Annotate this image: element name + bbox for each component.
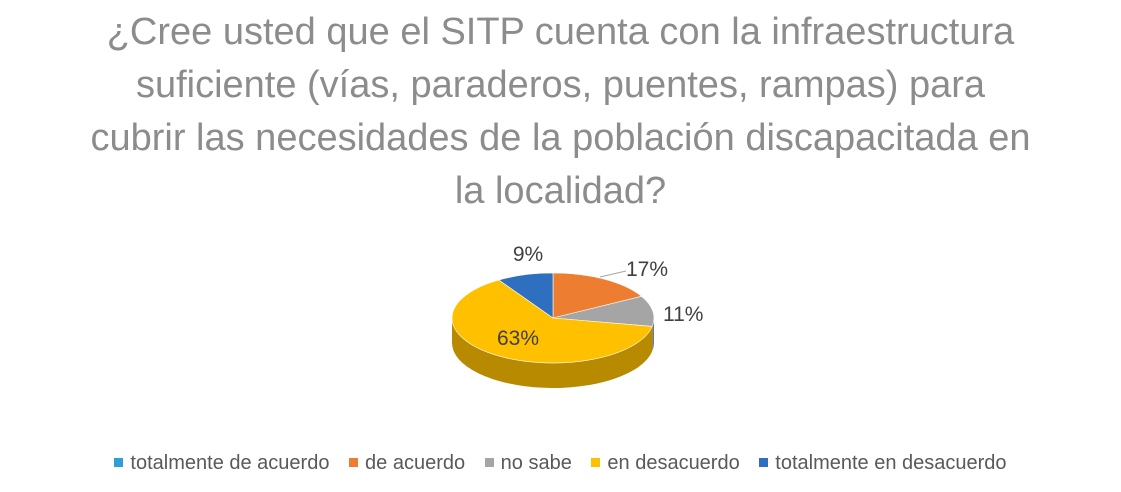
pie-slice-side: [452, 318, 653, 388]
legend-item: totalmente de acuerdo: [114, 452, 329, 475]
pie-slice: [451, 279, 653, 364]
chart-title-line: ¿Cree usted que el SITP cuenta con la in…: [106, 11, 1015, 53]
chart-title-line: suficiente (vías, paraderos, puentes, ra…: [135, 64, 986, 106]
legend-item: en desacuerdo: [591, 452, 740, 475]
legend-item: no sabe: [484, 452, 572, 475]
legend-swatch: [114, 458, 124, 467]
legend-swatch: [591, 458, 601, 467]
data-label-no-sabe: 11%: [663, 303, 703, 326]
pie-top-group: [451, 272, 655, 364]
pie-slice: [552, 272, 643, 319]
chart-title-line: cubrir las necesidades de la población d…: [90, 117, 1031, 159]
legend-item: totalmente en desacuerdo: [759, 452, 1007, 475]
chart-legend: totalmente de acuerdo de acuerdo no sabe…: [0, 452, 1121, 475]
data-label-totalmente-en-desacuerdo: 9%: [513, 243, 543, 266]
legend-label: no sabe: [500, 452, 572, 474]
legend-label: totalmente en desacuerdo: [775, 452, 1007, 474]
legend-swatch: [759, 458, 769, 467]
legend-label: en desacuerdo: [607, 452, 740, 474]
chart-title-line: la localidad?: [454, 170, 667, 212]
leader-line: [599, 270, 627, 278]
pie-side-group: [452, 318, 654, 388]
data-label-de-acuerdo: 17%: [626, 258, 668, 281]
legend-label: de acuerdo: [365, 452, 466, 474]
legend-label: totalmente de acuerdo: [130, 452, 330, 474]
data-label-en-desacuerdo: 63%: [497, 327, 539, 350]
pie-slice: [552, 295, 655, 327]
pie-slice-side: [652, 318, 654, 352]
legend-swatch: [484, 458, 494, 467]
legend-item: de acuerdo: [349, 452, 465, 475]
chart-title: ¿Cree usted que el SITP cuenta con la in…: [0, 6, 1121, 218]
pie-slice: [498, 272, 554, 319]
legend-swatch: [349, 458, 359, 467]
